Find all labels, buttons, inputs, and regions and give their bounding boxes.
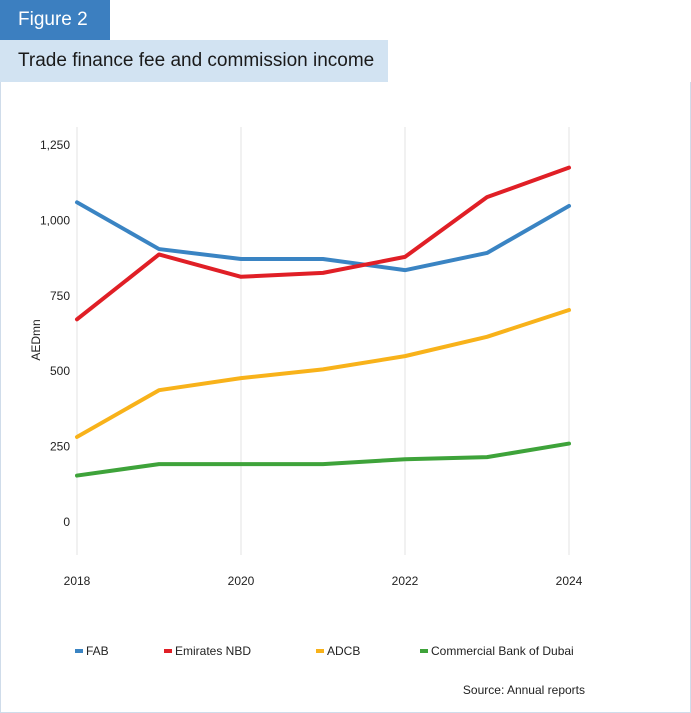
y-tick-label: 1,250 [40,138,70,152]
series-lines [75,165,571,478]
y-tick-label: 750 [50,289,70,303]
y-tick-label: 1,000 [40,213,70,227]
y-tick-label: 250 [50,440,70,454]
y-tick-label: 500 [50,364,70,378]
x-tick-label: 2022 [392,574,419,588]
series-line-commercial-bank-of-dubai [75,441,571,478]
x-tick-label: 2018 [64,574,91,588]
series-line-fab [75,200,571,273]
gridlines [76,127,570,555]
legend-label: Commercial Bank of Dubai [431,644,574,658]
x-axis-ticks: 2018 2020 2022 2024 [64,574,583,588]
series-line-emirates-nbd [75,165,571,322]
figure-label: Figure 2 [0,0,110,40]
y-axis-ticks: 0 250 500 750 1,000 1,250 [40,138,70,529]
y-tick-label: 0 [63,515,70,529]
source-note: Source: Annual reports [463,683,585,697]
legend: FAB Emirates NBD ADCB Commercial Bank of Du… [75,644,574,658]
y-axis-label: AEDmn [29,319,43,360]
x-tick-label: 2024 [556,574,583,588]
x-tick-label: 2020 [228,574,255,588]
chart-title: Trade finance fee and commission income [0,40,388,82]
series-line-adcb [75,307,571,439]
legend-label: FAB [86,644,109,658]
legend-label: ADCB [327,644,360,658]
legend-label: Emirates NBD [175,644,251,658]
